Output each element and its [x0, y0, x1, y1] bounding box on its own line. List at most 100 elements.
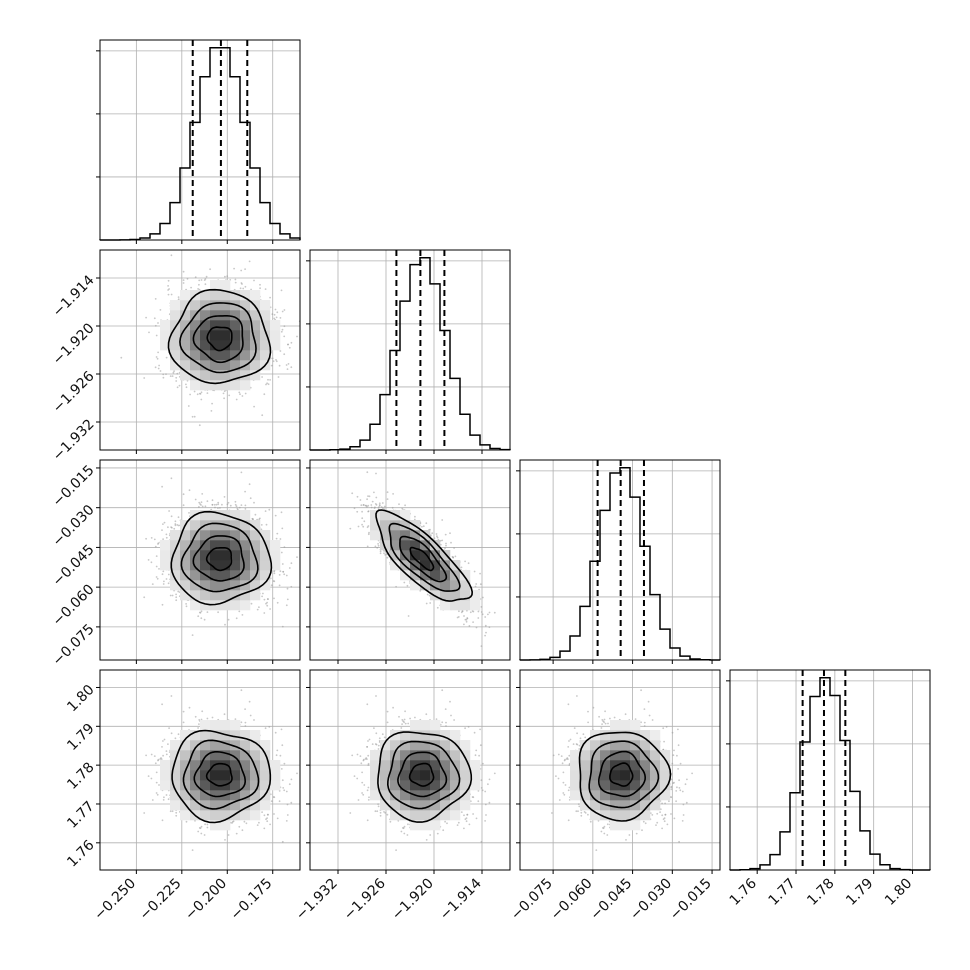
panel-2-0-cell: [260, 580, 271, 591]
panel-1-0-point: [283, 353, 286, 356]
panel-3-1-point: [356, 753, 359, 756]
panel-2-1-point: [444, 547, 446, 550]
panel-1-0-point: [173, 370, 176, 372]
panel-2-0-cell: [230, 540, 241, 551]
panel-3-0-cell: [200, 750, 211, 761]
panel-1-0-cell: [230, 370, 241, 381]
panel-3-2-density: [551, 689, 693, 851]
panel-2-0-point: [273, 572, 276, 575]
panel-1-0-point: [196, 393, 199, 396]
panel-2-1-point: [380, 506, 383, 508]
panel-3-1-point: [471, 796, 474, 798]
panel-1-0-cell: [200, 320, 211, 331]
panel-2-1-point: [480, 611, 483, 613]
panel-3-2-point: [604, 722, 607, 725]
panel-2-0-point: [281, 527, 284, 530]
panel-3-0-point: [169, 810, 172, 813]
panel-1-0-cell: [190, 360, 201, 371]
panel-2-0-point: [263, 612, 266, 614]
panel-3-1-cell: [450, 770, 461, 781]
panel-2-0-point: [266, 601, 268, 604]
panel-2-1-cell: [410, 550, 421, 561]
panel-3-1-point: [469, 800, 472, 803]
panel-2-1-point: [382, 507, 384, 510]
panel-3-0-point: [177, 733, 180, 736]
panel-1-0-point: [240, 269, 243, 272]
panel-1-0-point: [270, 364, 273, 367]
panel-3-1-point: [371, 743, 374, 745]
panel-2-1-point: [480, 645, 483, 647]
panel-3-2-point: [681, 820, 684, 822]
panel-2-0-point: [285, 604, 288, 607]
panel-2-0-cell: [170, 530, 181, 541]
panel-3-1-cell: [410, 730, 421, 741]
panel-3-2-point: [578, 805, 581, 808]
panel-2-0-point: [248, 483, 251, 486]
panel-1-0-point: [194, 276, 197, 279]
panel-3-1-point: [398, 715, 400, 718]
panel-3-1-point: [349, 812, 352, 814]
panel-3-0-cell: [190, 730, 201, 741]
panel-1-0-point: [272, 360, 275, 363]
panel-3-1-point: [473, 731, 476, 734]
panel-3-0-point: [163, 796, 165, 799]
panel-3-1-cell: [400, 780, 411, 791]
panel-2-1-cell: [440, 600, 451, 611]
panel-2-1-cell: [460, 570, 471, 581]
panel-3-0-point: [206, 717, 209, 720]
panel-3-1-point: [401, 723, 403, 725]
panel-2-1-point: [484, 624, 487, 627]
panel-1-0-point: [204, 283, 207, 286]
panel-2-0-point: [283, 546, 286, 548]
panel-3-1-cell: [440, 790, 451, 801]
panel-1-0-point: [191, 415, 194, 418]
panel-2-1-point: [356, 495, 359, 498]
panel-2-1-point: [367, 533, 370, 536]
panel-2-0-point: [173, 527, 176, 530]
panel-1-0-point: [239, 287, 242, 290]
panel-1-0-point: [159, 370, 162, 372]
panel-1-0-point: [193, 390, 196, 393]
panel-2-0-point: [279, 570, 282, 573]
panel-3-1-contour-2: [386, 740, 461, 810]
panel-3-0-point: [200, 825, 203, 828]
panel-3-0-cell: [240, 730, 251, 741]
panel-2-1-point: [425, 522, 428, 525]
panel-2-1-point: [461, 610, 464, 612]
panel-3-1-point: [366, 758, 368, 760]
panel-3-1-cell: [450, 760, 461, 771]
panel-1-0-point: [269, 357, 272, 360]
panel-2-0-cell: [190, 590, 201, 601]
hist-panel-1: [306, 249, 511, 454]
panel-3-0-cell: [210, 790, 221, 801]
panel-3-0-point: [290, 801, 293, 804]
panel-1-0-point: [265, 383, 267, 386]
panel-2-1-point: [383, 552, 385, 555]
panel-2-1-cell: [420, 550, 431, 561]
panel-1-0-point: [210, 410, 213, 412]
panel-2-1-cell: [400, 540, 411, 551]
panel-1-0-cell: [260, 340, 271, 351]
panel-3-1-point: [465, 817, 468, 819]
hist-panel-0: [96, 39, 301, 244]
panel-2-0-point: [272, 580, 275, 582]
panel-3-0-cell: [180, 750, 191, 761]
panel-1-0-point: [120, 356, 123, 359]
panel-3-1-point: [381, 733, 384, 736]
panel-1-0-point: [200, 391, 203, 394]
panel-1-0-point: [244, 285, 247, 288]
panel-2-0-cell: [190, 570, 201, 581]
panel-3-2-point: [663, 740, 665, 743]
panel-3-2-point: [595, 849, 598, 851]
panel-1-0-cell: [200, 350, 211, 361]
panel-2-0-point: [286, 587, 289, 590]
panel-3-2-point: [643, 721, 646, 724]
panel-3-0-cell: [180, 780, 191, 791]
panel-3-1-point: [475, 817, 478, 820]
panel-2-0-cell: [200, 600, 211, 611]
panel-3-1-cell: [370, 760, 381, 771]
panel-3-0-point: [261, 811, 263, 813]
panel-2-1-point: [368, 495, 371, 498]
panel-2-1-cell: [400, 530, 411, 541]
panel-2-0-point: [265, 523, 268, 526]
